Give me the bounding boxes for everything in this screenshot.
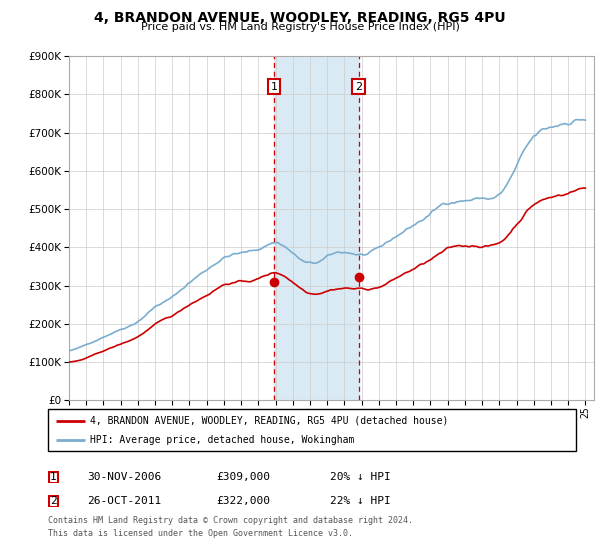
Text: 1: 1 bbox=[271, 82, 278, 92]
Text: 30-NOV-2006: 30-NOV-2006 bbox=[87, 472, 161, 482]
Text: 2: 2 bbox=[355, 82, 362, 92]
Text: 20% ↓ HPI: 20% ↓ HPI bbox=[330, 472, 391, 482]
Bar bbox=[274, 56, 359, 400]
Text: This data is licensed under the Open Government Licence v3.0.: This data is licensed under the Open Gov… bbox=[48, 529, 353, 538]
Text: Price paid vs. HM Land Registry's House Price Index (HPI): Price paid vs. HM Land Registry's House … bbox=[140, 22, 460, 32]
Text: 26-OCT-2011: 26-OCT-2011 bbox=[87, 496, 161, 506]
Text: 1: 1 bbox=[50, 472, 56, 482]
FancyBboxPatch shape bbox=[48, 409, 576, 451]
Text: 22% ↓ HPI: 22% ↓ HPI bbox=[330, 496, 391, 506]
Text: 4, BRANDON AVENUE, WOODLEY, READING, RG5 4PU (detached house): 4, BRANDON AVENUE, WOODLEY, READING, RG5… bbox=[90, 416, 449, 426]
FancyBboxPatch shape bbox=[49, 496, 58, 507]
Text: £309,000: £309,000 bbox=[216, 472, 270, 482]
Text: Contains HM Land Registry data © Crown copyright and database right 2024.: Contains HM Land Registry data © Crown c… bbox=[48, 516, 413, 525]
Text: 4, BRANDON AVENUE, WOODLEY, READING, RG5 4PU: 4, BRANDON AVENUE, WOODLEY, READING, RG5… bbox=[94, 11, 506, 25]
Text: 2: 2 bbox=[50, 496, 56, 506]
FancyBboxPatch shape bbox=[49, 472, 58, 483]
Text: HPI: Average price, detached house, Wokingham: HPI: Average price, detached house, Woki… bbox=[90, 435, 355, 445]
Text: £322,000: £322,000 bbox=[216, 496, 270, 506]
